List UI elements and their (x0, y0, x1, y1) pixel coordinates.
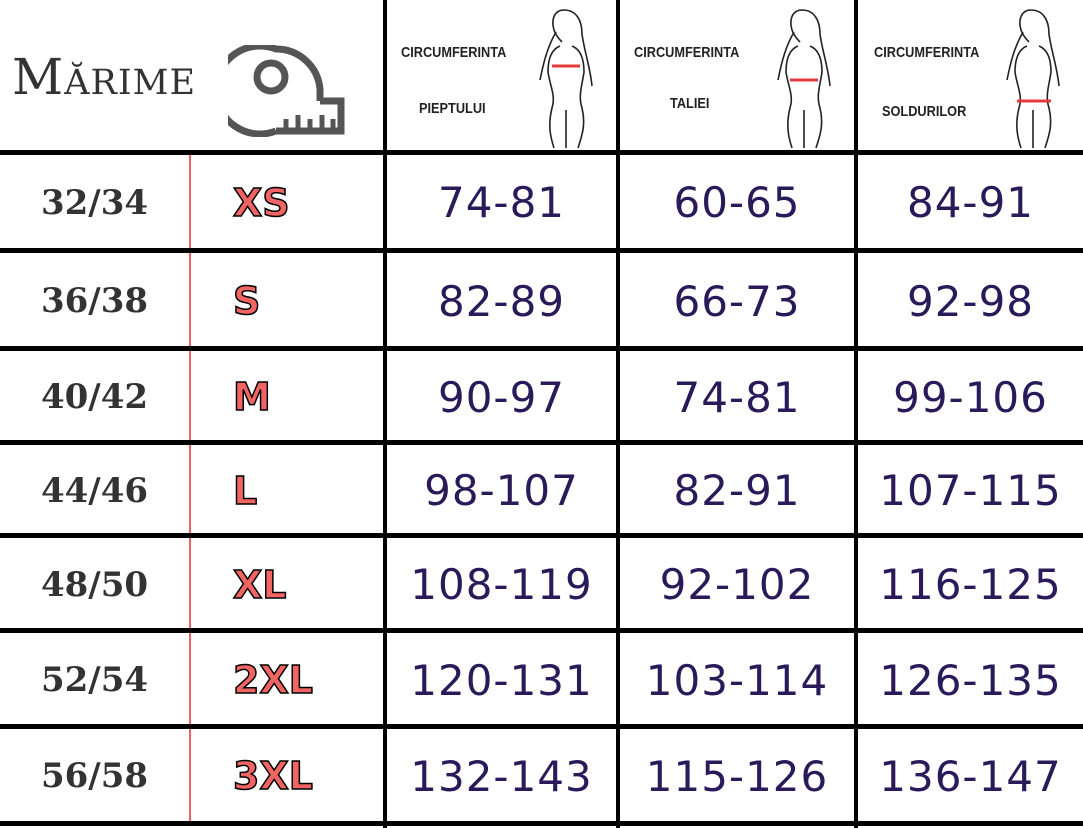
chest-value: 82-89 (437, 276, 566, 326)
column-header-line1: CIRCUMFERINTA (874, 44, 980, 61)
size-title: Mărime (12, 48, 197, 106)
size-letter: 2XL (232, 657, 313, 703)
waist-value: 82-91 (673, 466, 801, 515)
column-header-line2: SOLDURILOR (882, 103, 967, 120)
hips-value: 107-115 (879, 466, 1062, 515)
eu-size: 44/46 (40, 470, 149, 511)
hips-value: 116-125 (879, 560, 1062, 609)
eu-size: 56/58 (40, 756, 149, 796)
chest-value: 74-81 (437, 178, 566, 227)
eu-size: 36/38 (40, 281, 149, 321)
measuring-tape-icon (228, 45, 345, 137)
size-letter: M (232, 374, 271, 420)
hips-value: 136-147 (879, 751, 1062, 801)
size-letter: XL (232, 562, 287, 608)
waist-value: 74-81 (673, 372, 801, 422)
row-divider (0, 248, 1083, 253)
eu-size: 52/54 (40, 660, 149, 700)
size-letter: L (232, 468, 258, 514)
waist-value: 60-65 (673, 178, 801, 227)
column-header: CIRCUMFERINTA TALIEI (620, 0, 854, 150)
woman-hips-icon (1006, 9, 1060, 148)
waist-value: 92-102 (659, 560, 815, 609)
waist-value: 115-126 (645, 751, 829, 801)
chest-value: 90-97 (437, 372, 566, 422)
row-divider (0, 533, 1083, 538)
eu-size: 32/34 (40, 182, 149, 223)
column-divider (616, 0, 620, 828)
size-letter: S (232, 278, 261, 324)
hips-value: 92-98 (906, 276, 1035, 326)
chest-value: 108-119 (410, 560, 593, 609)
eu-size: 40/42 (40, 377, 149, 417)
hips-value: 126-135 (879, 655, 1062, 705)
column-header-line2: TALIEI (670, 95, 710, 112)
chest-value: 120-131 (410, 655, 593, 705)
row-divider (0, 346, 1083, 351)
hips-value: 99-106 (893, 372, 1048, 422)
waist-value: 103-114 (645, 655, 829, 705)
chest-value: 132-143 (410, 751, 593, 801)
column-divider (854, 0, 858, 828)
row-divider (0, 821, 1083, 826)
red-divider (189, 155, 191, 823)
chest-value: 98-107 (424, 466, 579, 515)
row-divider (0, 440, 1083, 445)
size-letter: 3XL (232, 753, 313, 799)
row-divider (0, 628, 1083, 633)
waist-value: 66-73 (673, 276, 801, 326)
column-header-line1: CIRCUMFERINTA (401, 44, 507, 61)
size-letter: XS (232, 180, 290, 226)
eu-size: 48/50 (40, 564, 149, 605)
column-header-line1: CIRCUMFERINTA (634, 44, 740, 61)
column-divider (383, 0, 387, 828)
woman-waist-icon (777, 9, 831, 148)
hips-value: 84-91 (906, 178, 1035, 227)
row-divider (0, 150, 1083, 155)
woman-bust-icon (539, 9, 593, 148)
row-divider (0, 724, 1083, 729)
column-header: CIRCUMFERINTA SOLDURILOR (858, 0, 1083, 150)
column-header-line2: PIEPTULUI (419, 100, 486, 117)
column-header: CIRCUMFERINTA PIEPTULUI (387, 0, 616, 150)
